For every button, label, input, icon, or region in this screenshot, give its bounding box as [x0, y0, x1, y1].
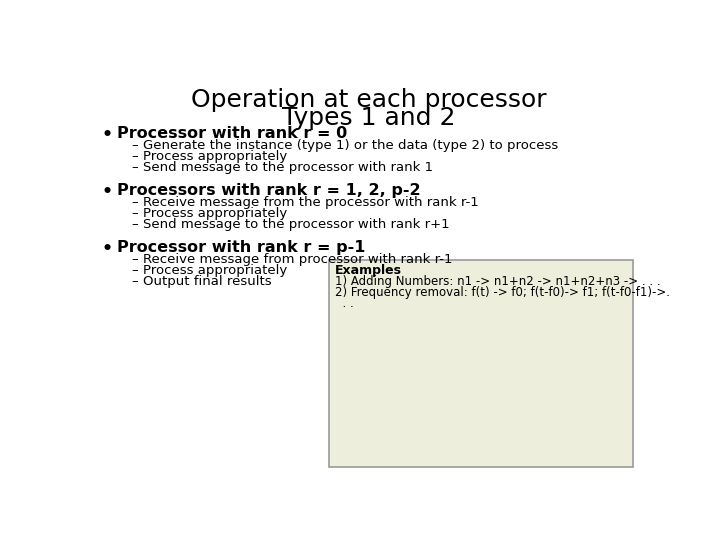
Text: Send message to the processor with rank r+1: Send message to the processor with rank … — [143, 218, 449, 232]
Text: Examples: Examples — [335, 264, 402, 277]
Text: Processors with rank r = 1, 2, p-2: Processors with rank r = 1, 2, p-2 — [117, 184, 420, 198]
Text: –: – — [132, 161, 138, 174]
Text: •: • — [102, 240, 112, 258]
Text: . .: . . — [335, 296, 354, 309]
Text: –: – — [132, 207, 138, 220]
Text: Generate the instance (type 1) or the data (type 2) to process: Generate the instance (type 1) or the da… — [143, 139, 558, 152]
Text: Operation at each processor: Operation at each processor — [192, 88, 546, 112]
Text: Output final results: Output final results — [143, 275, 271, 288]
Text: •: • — [102, 126, 112, 144]
Text: Process appropriately: Process appropriately — [143, 264, 287, 277]
Text: –: – — [132, 196, 138, 209]
Text: –: – — [132, 139, 138, 152]
Text: –: – — [132, 264, 138, 277]
FancyBboxPatch shape — [329, 260, 632, 467]
Text: Processor with rank r = 0: Processor with rank r = 0 — [117, 126, 347, 141]
Text: Receive message from processor with rank r-1: Receive message from processor with rank… — [143, 253, 452, 266]
Text: 1) Adding Numbers: n1 -> n1+n2 -> n1+n2+n3 -> . . .: 1) Adding Numbers: n1 -> n1+n2 -> n1+n2+… — [335, 275, 660, 288]
Text: 2) Frequency removal: f(t) -> f0; f(t-f0)-> f1; f(t-f0-f1)->.: 2) Frequency removal: f(t) -> f0; f(t-f0… — [335, 286, 670, 299]
Text: –: – — [132, 253, 138, 266]
Text: –: – — [132, 275, 138, 288]
Text: Send message to the processor with rank 1: Send message to the processor with rank … — [143, 161, 433, 174]
Text: Process appropriately: Process appropriately — [143, 207, 287, 220]
Text: Process appropriately: Process appropriately — [143, 150, 287, 163]
Text: •: • — [102, 184, 112, 201]
Text: Processor with rank r = p-1: Processor with rank r = p-1 — [117, 240, 366, 255]
Text: Types 1 and 2: Types 1 and 2 — [282, 106, 456, 130]
Text: –: – — [132, 218, 138, 232]
Text: –: – — [132, 150, 138, 163]
Text: Receive message from the processor with rank r-1: Receive message from the processor with … — [143, 196, 479, 209]
